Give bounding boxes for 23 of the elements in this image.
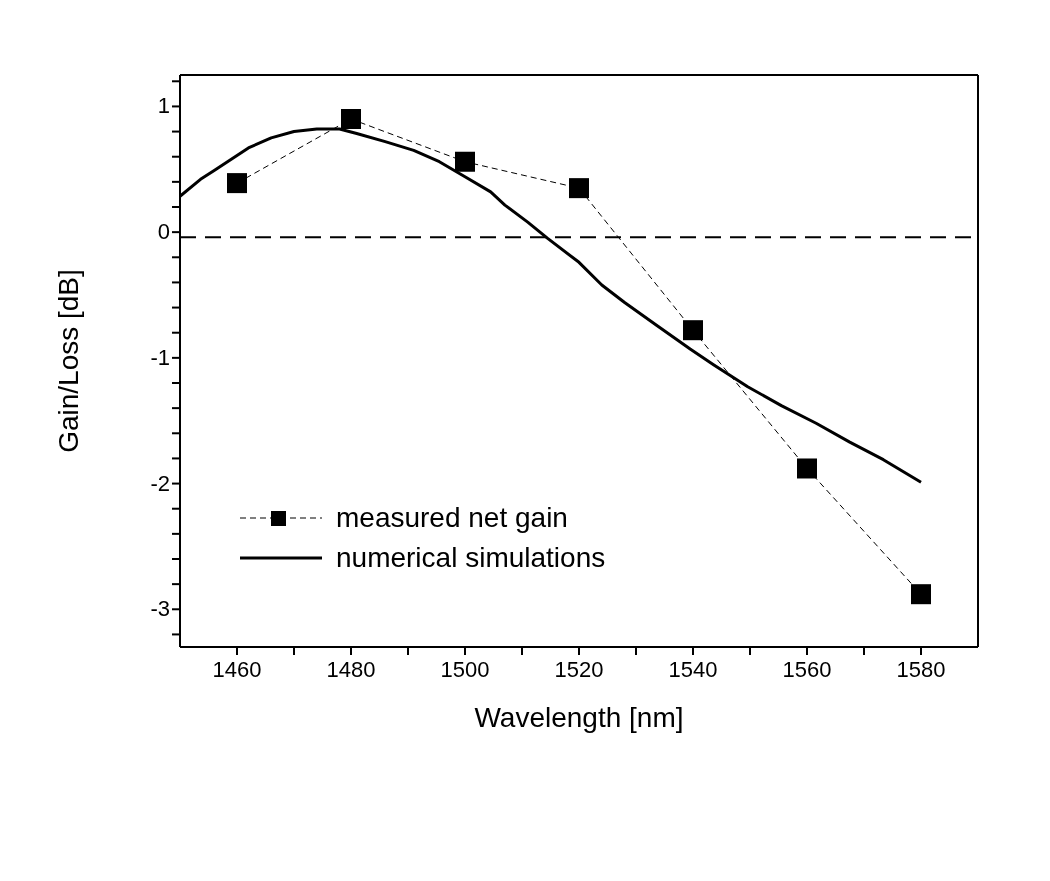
- legend-label: measured net gain: [336, 502, 568, 534]
- point: [569, 178, 589, 199]
- point: [227, 173, 247, 194]
- x-axis-title: Wavelength [nm]: [474, 702, 684, 733]
- x-tick-label: 1580: [896, 657, 946, 682]
- legend-label: numerical simulations: [336, 542, 606, 574]
- point: [683, 320, 703, 341]
- y-tick-label: -3: [150, 596, 170, 622]
- y-axis-title: Gain/Loss [dB]: [52, 269, 84, 453]
- y-tick-label: 0: [157, 219, 170, 245]
- point: [797, 458, 817, 479]
- point: [455, 151, 475, 172]
- y-tick-label: -2: [150, 470, 170, 496]
- x-tick-label: 1460: [212, 657, 262, 682]
- x-tick-label: 1480: [326, 657, 376, 682]
- x-tick-label: 1500: [440, 657, 490, 682]
- x-tick-label: 1560: [782, 657, 832, 682]
- point: [911, 584, 931, 605]
- y-tick-label: 1: [157, 93, 170, 119]
- x-tick-label: 1520: [554, 657, 604, 682]
- x-tick-label: 1540: [668, 657, 718, 682]
- y-tick-label: -1: [150, 344, 170, 370]
- point: [341, 109, 361, 129]
